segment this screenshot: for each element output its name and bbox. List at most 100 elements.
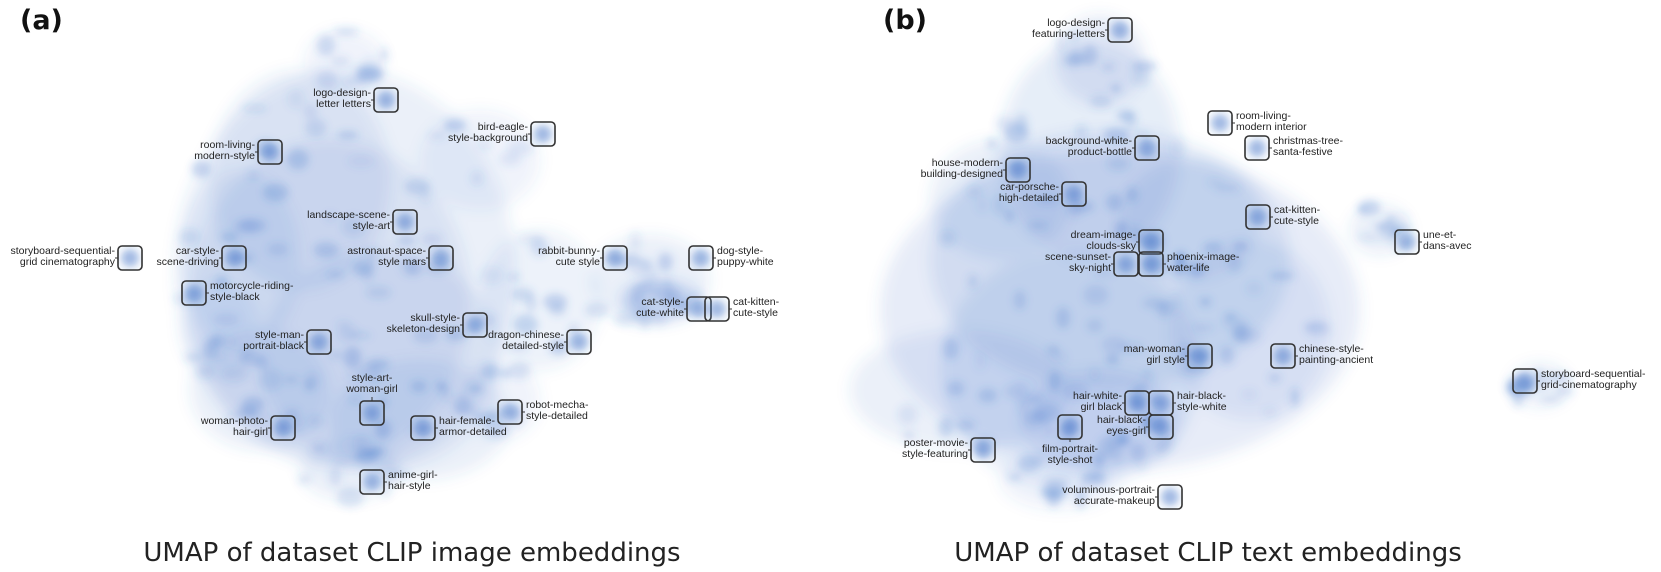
cluster-box <box>1148 414 1174 440</box>
density-speck <box>421 232 443 246</box>
density-speck <box>507 344 529 352</box>
cluster-core <box>185 284 203 302</box>
cluster-core <box>1152 394 1170 412</box>
cluster-label: bird-eagle- <box>478 121 529 133</box>
cluster-label: background-white- <box>1046 135 1133 147</box>
cluster-label: astronaut-space- <box>347 245 426 257</box>
cluster-core <box>1274 347 1292 365</box>
density-speck <box>222 366 248 382</box>
cluster-label: cute style <box>556 256 601 268</box>
density-speck <box>1137 463 1147 471</box>
density-speck <box>508 361 531 379</box>
density-speck <box>307 415 323 428</box>
cluster-label: clouds-sky <box>1086 240 1136 252</box>
density-speck <box>349 332 372 339</box>
panel-b-letter: (b) <box>883 5 927 36</box>
density-speck <box>1269 272 1295 280</box>
cluster-label: room-living- <box>1236 110 1291 122</box>
cluster-label: logo-design- <box>1047 17 1105 29</box>
cluster-label: eyes-girl <box>1106 425 1146 437</box>
cluster-box <box>462 312 488 338</box>
cluster-core <box>310 333 328 351</box>
cluster-label: woman-girl <box>345 383 397 395</box>
density-speck <box>352 260 375 276</box>
cluster-core <box>363 473 381 491</box>
density-speck <box>897 404 918 425</box>
cluster-annotation: house-modern-building-designed <box>921 157 1031 183</box>
cluster-annotation: style-man-portrait-black <box>243 329 332 355</box>
density-speck <box>347 155 375 168</box>
density-speck <box>613 312 638 326</box>
cluster-annotation: background-white-product-bottle <box>1046 135 1160 161</box>
density-speck <box>1090 367 1099 381</box>
cluster-annotation: dog-style-puppy-white <box>688 245 774 271</box>
cluster-core <box>414 419 432 437</box>
cluster-box <box>373 87 399 113</box>
density-speck <box>1118 342 1145 354</box>
cluster-label: hair-female- <box>439 415 496 427</box>
density-speck <box>351 64 367 71</box>
density-speck <box>215 275 228 289</box>
cluster-box <box>1157 484 1183 510</box>
density-speck <box>1245 281 1263 296</box>
cluster-label: high-detailed <box>999 192 1059 204</box>
cluster-box <box>970 437 996 463</box>
cluster-annotation: astronaut-space-style mars <box>347 245 454 271</box>
density-speck <box>1131 69 1151 86</box>
density-speck <box>670 301 685 311</box>
density-speck <box>305 118 327 137</box>
cluster-annotation: logo-design-featuring-letters <box>1032 17 1133 43</box>
cluster-core <box>1142 255 1160 273</box>
density-speck <box>1187 261 1206 278</box>
density-speck <box>1199 297 1212 307</box>
cluster-box <box>602 245 628 271</box>
density-speck <box>1075 124 1088 140</box>
density-speck <box>1083 284 1109 306</box>
cluster-core <box>1248 139 1266 157</box>
cluster-label: landscape-scene- <box>307 209 390 221</box>
density-speck <box>1206 177 1224 187</box>
cluster-core <box>1398 233 1416 251</box>
cluster-box <box>392 209 418 235</box>
cluster-core <box>708 300 726 318</box>
density-speck <box>313 242 339 258</box>
cluster-label: hair-black- <box>1097 414 1147 426</box>
density-speck <box>240 346 254 361</box>
density-speck <box>1017 398 1029 414</box>
cluster-label: hair-girl <box>233 426 268 438</box>
cluster-box <box>428 245 454 271</box>
cluster-label: scene-driving <box>157 256 220 268</box>
density-speck <box>987 138 997 149</box>
cluster-box <box>181 280 207 306</box>
density-speck <box>262 183 289 202</box>
density-speck <box>1142 371 1152 379</box>
density-speck <box>298 474 311 484</box>
cluster-annotation: dragon-chinese-detailed-style <box>488 329 592 355</box>
cluster-core <box>1191 347 1209 365</box>
cluster-core <box>377 91 395 109</box>
density-speck <box>428 131 446 140</box>
density-speck <box>1131 60 1158 72</box>
cluster-core <box>501 403 519 421</box>
density-speck <box>978 388 998 403</box>
cluster-core <box>974 441 992 459</box>
cluster-label: water-life <box>1166 262 1210 274</box>
cluster-box <box>1124 390 1150 416</box>
cluster-core <box>225 249 243 267</box>
density-speck <box>366 246 378 264</box>
density-speck <box>355 67 383 82</box>
density-speck <box>1075 486 1086 509</box>
density-speck <box>311 443 326 453</box>
cluster-label: santa-festive <box>1273 146 1333 158</box>
cluster-core <box>1142 233 1160 251</box>
cluster-core <box>396 213 414 231</box>
density-speck <box>329 351 343 359</box>
density-speck <box>630 284 645 303</box>
density-speck <box>657 252 673 272</box>
density-speck <box>1170 293 1181 315</box>
cluster-label: poster-movie- <box>904 437 969 449</box>
density-speck <box>1013 290 1026 310</box>
cluster-annotation: rabbit-bunny-cute style <box>538 245 628 271</box>
density-speck <box>287 89 305 109</box>
